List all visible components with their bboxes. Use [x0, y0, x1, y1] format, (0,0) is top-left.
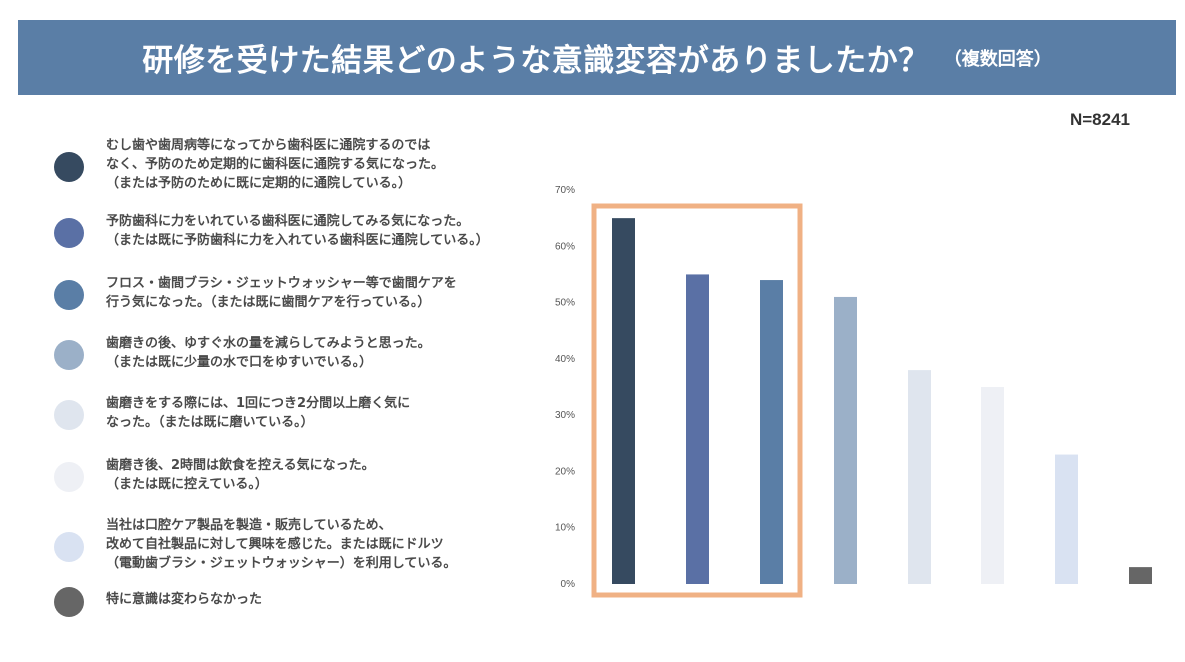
y-tick-label: 10% — [555, 523, 575, 534]
bar-2 — [686, 274, 709, 584]
bar-5 — [908, 370, 931, 584]
legend-label: 当社は口腔ケア製品を製造・販売しているため、 改めて自社製品に対して興味を感じた… — [106, 518, 457, 571]
legend-swatch — [54, 218, 84, 248]
title-banner: 研修を受けた結果どのような意識変容がありましたか？ （複数回答） — [18, 20, 1176, 95]
legend-label: 歯磨きの後、ゆすぐ水の量を減らしてみようと思った。 （または既に少量の水で口をゆ… — [106, 336, 431, 370]
bar-4 — [834, 296, 857, 584]
legend-swatch — [54, 340, 84, 370]
legend-label: 特に意識は変わらなかった — [106, 592, 263, 607]
y-tick-label: 20% — [555, 466, 575, 477]
legend-label: 予防歯科に力をいれている歯科医に通院してみる気になった。 （または既に予防歯科に… — [106, 214, 489, 248]
legend-swatch — [54, 400, 84, 430]
legend-swatch — [54, 586, 84, 617]
legend-label: 歯磨きをする際には、1回につき2分間以上磨く気に なった。（または既に磨いている… — [106, 396, 411, 430]
legend-swatch — [54, 280, 84, 310]
legend-swatch — [54, 462, 84, 492]
highlight-box — [591, 203, 803, 598]
y-tick-label: 60% — [555, 241, 575, 252]
legend-swatch — [54, 531, 84, 562]
y-tick-label: 40% — [555, 354, 575, 365]
bar-7 — [1055, 454, 1078, 584]
y-tick-label: 0% — [561, 579, 576, 590]
y-tick-label: 30% — [555, 410, 575, 421]
legend-label: フロス・歯間ブラシ・ジェットウォッシャー等で歯間ケアを 行う気になった。（または… — [106, 276, 457, 310]
chart-title: 研修を受けた結果どのような意識変容がありましたか？ — [142, 43, 930, 79]
bar-6 — [981, 387, 1004, 584]
sample-size-label: N=8241 — [1069, 110, 1130, 129]
y-tick-label: 50% — [555, 298, 575, 309]
legend-label: むし歯や歯周病等になってから歯科医に通院するのでは なく、予防のため定期的に歯科… — [106, 138, 445, 191]
bar-3 — [760, 280, 783, 584]
legend-swatch — [54, 151, 84, 182]
y-tick-label: 70% — [555, 185, 575, 196]
bar-1 — [612, 218, 635, 584]
chart-subtitle: （複数回答） — [943, 48, 1052, 70]
legend-label: 歯磨き後、2時間は飲食を控える気になった。 （または既に控えている。） — [106, 458, 375, 492]
bar-8 — [1129, 567, 1152, 584]
